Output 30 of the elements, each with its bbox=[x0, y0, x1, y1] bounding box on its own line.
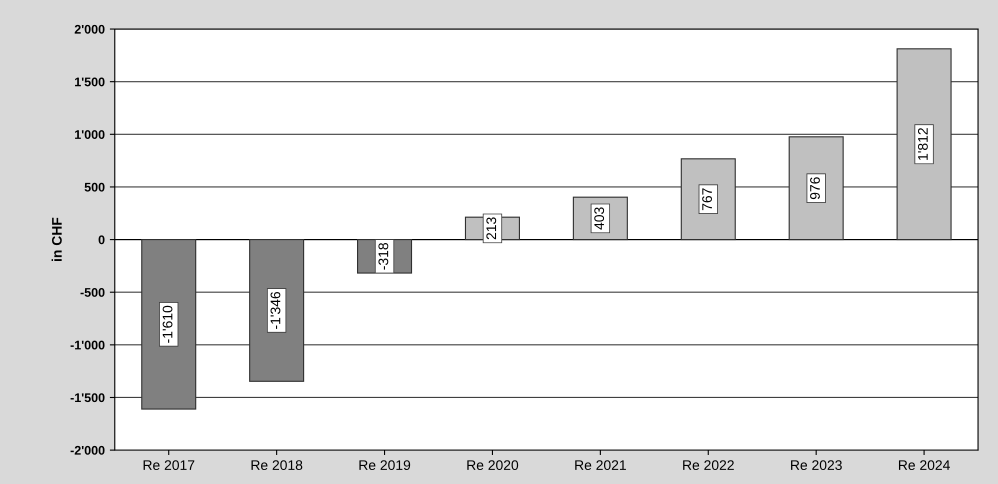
y-tick-label: 1'000 bbox=[75, 130, 105, 139]
y-tick-label: 1'500 bbox=[75, 77, 105, 86]
x-tick-label: Re 2018 bbox=[252, 460, 302, 470]
y-tick-label: 2'000 bbox=[74, 24, 105, 34]
y-tick-label: -2'000 bbox=[70, 446, 105, 455]
y-tick-label: 500 bbox=[84, 182, 105, 192]
x-tick-label: Re 2020 bbox=[467, 460, 518, 470]
bar bbox=[788, 136, 844, 240]
x-tick-label: Re 2021 bbox=[575, 460, 626, 470]
x-tick-label: Re 2024 bbox=[898, 460, 950, 470]
y-axis-title: in CHF bbox=[52, 218, 62, 261]
data-label: -1'610 bbox=[162, 306, 172, 343]
x-tick-label: Re 2017 bbox=[144, 460, 194, 470]
data-label: -1'346 bbox=[270, 292, 280, 329]
data-label: 213 bbox=[486, 217, 496, 240]
bar bbox=[249, 239, 304, 382]
data-label: 976 bbox=[810, 177, 820, 200]
y-tick-label: -1'500 bbox=[70, 393, 105, 402]
data-label: 767 bbox=[702, 188, 712, 210]
y-tick-label: 0 bbox=[98, 235, 105, 244]
data-label: 403 bbox=[594, 207, 604, 230]
bar bbox=[896, 48, 952, 240]
data-label: -318 bbox=[378, 243, 388, 270]
x-tick-label: Re 2023 bbox=[791, 460, 842, 470]
x-tick-label: Re 2022 bbox=[683, 460, 734, 470]
y-tick-label: -1'000 bbox=[70, 340, 105, 350]
y-tick-label: -500 bbox=[80, 288, 105, 297]
data-label: 1'812 bbox=[918, 128, 928, 160]
x-tick-label: Re 2019 bbox=[359, 460, 410, 470]
bar bbox=[141, 239, 196, 410]
